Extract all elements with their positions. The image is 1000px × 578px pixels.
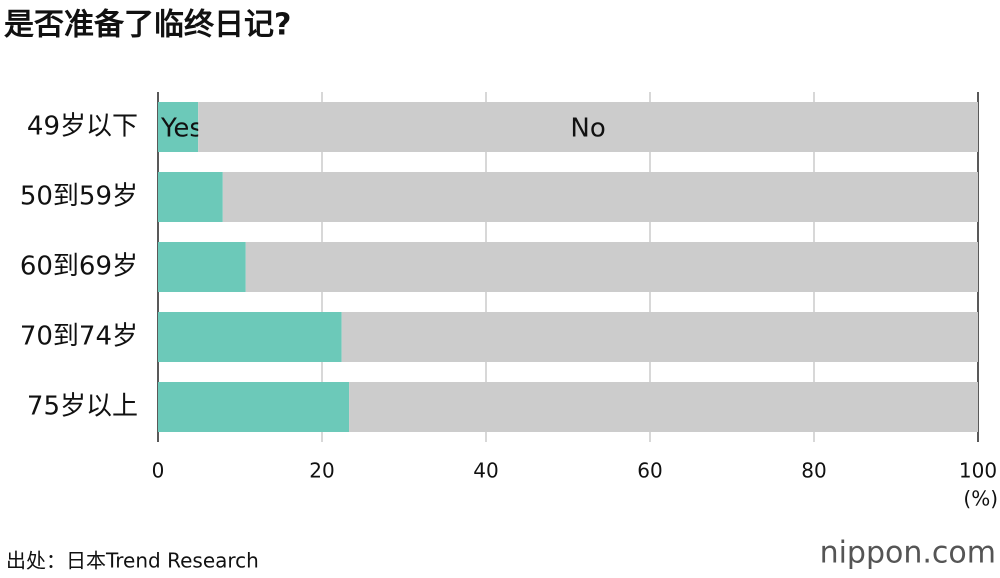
source: 出处：日本Trend Research (6, 549, 259, 573)
chart-title: 是否准备了临终日记? (4, 8, 291, 43)
y-tick-label: 75岁以上 (27, 392, 138, 422)
legend-label: Yes (160, 114, 203, 144)
bar-segment (158, 312, 342, 362)
brand-logo: nippon.com (820, 536, 996, 571)
y-tick-label: 50到59岁 (20, 182, 138, 212)
x-tick-label: 100 (959, 459, 997, 483)
x-tick-label: 40 (473, 459, 498, 483)
bar-segment (158, 242, 246, 292)
bar-segment (349, 382, 978, 432)
x-axis-label: (%) (963, 487, 998, 511)
bar-segment (158, 102, 199, 152)
y-tick-label: 60到69岁 (20, 252, 138, 282)
x-tick-label: 80 (801, 459, 826, 483)
x-tick-label: 0 (152, 459, 165, 483)
bar-segment (245, 242, 979, 292)
bar-segment (222, 172, 978, 222)
legend-label: No (570, 114, 605, 144)
y-tick-label: 49岁以下 (27, 112, 138, 142)
bar-segment (158, 172, 223, 222)
x-tick-label: 20 (309, 459, 334, 483)
x-tick-label: 60 (637, 459, 662, 483)
y-tick-label: 70到74岁 (20, 322, 138, 352)
bar-segment (198, 102, 978, 152)
bar-segment (158, 382, 350, 432)
bar-segment (341, 312, 978, 362)
